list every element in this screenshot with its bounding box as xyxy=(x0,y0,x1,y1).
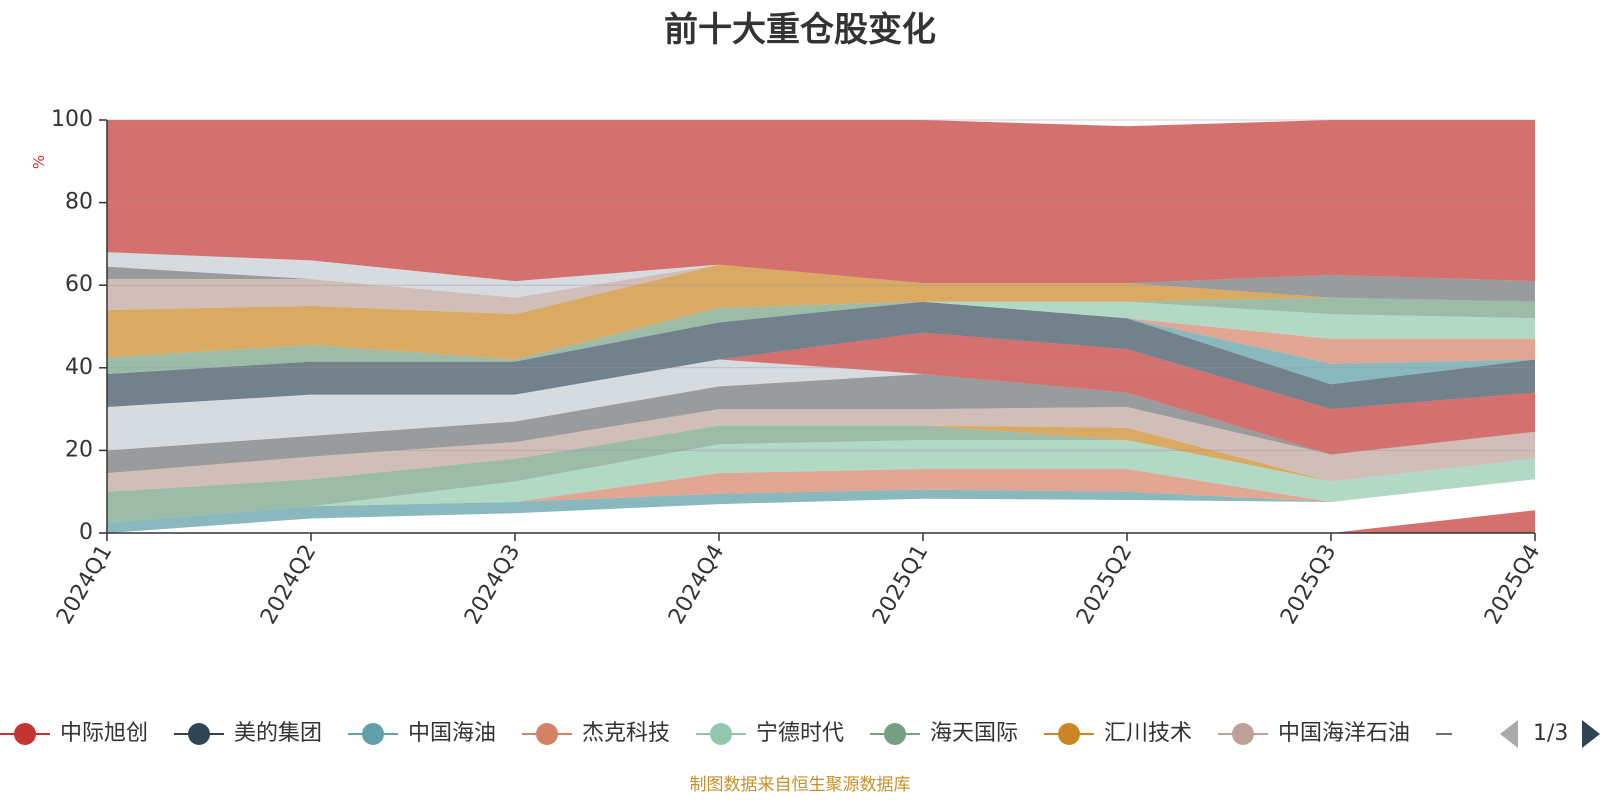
area-band-16: 中国海洋石油 xyxy=(107,264,1535,315)
y-tick-label: 80 xyxy=(65,190,93,215)
legend-label: 美的集团 xyxy=(234,721,322,746)
area-band-10: 美的集团 xyxy=(107,301,1535,410)
triangle-right-icon[interactable] xyxy=(1582,720,1600,748)
x-tick-label: 2024Q2 xyxy=(256,541,321,629)
legend-item[interactable]: 宁德时代 xyxy=(696,721,844,746)
area-band-1: 中国海油 xyxy=(107,479,1535,533)
y-tick-label: 100 xyxy=(51,107,93,132)
legend-label: 杰克科技 xyxy=(582,721,670,746)
legend-item[interactable]: 汇川技术 xyxy=(1044,721,1192,746)
x-tick-label: 2024Q3 xyxy=(460,541,525,629)
legend: 中际旭创 美的集团 中国海油 杰克科技 宁德时代 海天国际 汇川技术 中国海洋石油 1/3 xyxy=(0,720,1600,748)
legend-item[interactable]: 中国海洋石油 xyxy=(1218,721,1410,746)
area-band-6: 中国海洋石油 xyxy=(107,407,1535,492)
legend-label: 中国海油 xyxy=(408,721,496,746)
area-band-19: 中际旭创 xyxy=(107,120,1535,284)
areas-layer: 美的集团中国海油杰克科技宁德时代海天国际汇川技术中国海洋石油紫金矿业腾讯控股中际… xyxy=(107,120,1535,533)
area-band-7: 紫金矿业 xyxy=(107,374,1535,474)
legend-label: 中国海洋石油 xyxy=(1278,721,1410,746)
chart-title: 前十大重仓股变化 xyxy=(664,10,936,50)
area-band-17: 紫金矿业 xyxy=(107,264,1535,302)
gridlines xyxy=(107,119,1535,451)
legend-pager: 1/3 xyxy=(1500,720,1600,748)
legend-marker xyxy=(536,723,558,745)
area-band-11: 中国海油 xyxy=(107,301,1535,385)
area-band-13: 宁德时代 xyxy=(107,301,1535,374)
area-band-20: 中际旭创 xyxy=(107,510,1535,533)
legend-marker xyxy=(710,723,732,745)
legend-marker xyxy=(1058,723,1080,745)
x-tick-label: 2025Q4 xyxy=(1480,541,1545,629)
area-band-14: 海天国际 xyxy=(107,297,1535,374)
legend-marker xyxy=(1232,723,1254,745)
axes xyxy=(99,119,1536,541)
legend-marker xyxy=(14,723,36,745)
x-tick-label: 2024Q4 xyxy=(664,541,729,629)
legend-label: 中际旭创 xyxy=(60,721,148,746)
x-tick-label: 2024Q1 xyxy=(52,541,117,629)
area-band-8: 腾讯控股 xyxy=(107,359,1535,455)
x-tick-label: 2025Q1 xyxy=(868,541,933,629)
legend-item[interactable]: 海天国际 xyxy=(870,721,1018,746)
legend-marker xyxy=(362,723,384,745)
y-tick-label: 40 xyxy=(65,355,93,380)
source-note: 制图数据来自恒生聚源数据库 xyxy=(690,775,911,795)
area-band-18: 腾讯控股 xyxy=(107,252,1535,298)
legend-label: 海天国际 xyxy=(930,721,1018,746)
y-tick-label: 60 xyxy=(65,272,93,297)
legend-marker xyxy=(884,723,906,745)
y-axis-unit-label: % xyxy=(30,155,48,169)
legend-item[interactable]: 中国海油 xyxy=(348,721,496,746)
area-band-5: 汇川技术 xyxy=(107,425,1535,492)
legend-item[interactable]: 杰克科技 xyxy=(522,721,670,746)
area-band-2: 杰克科技 xyxy=(107,469,1535,523)
area-band-4: 海天国际 xyxy=(107,425,1535,523)
area-band-15: 汇川技术 xyxy=(107,264,1535,360)
legend-page-indicator: 1/3 xyxy=(1533,721,1568,746)
triangle-left-icon[interactable] xyxy=(1500,720,1518,748)
y-tick-label: 0 xyxy=(79,520,93,545)
y-tick-label: 20 xyxy=(65,437,93,462)
legend-item[interactable]: 中际旭创 xyxy=(0,721,148,746)
area-band-3: 宁德时代 xyxy=(107,440,1535,523)
area-band-12: 杰克科技 xyxy=(107,301,1535,374)
legend-label: 宁德时代 xyxy=(756,721,844,746)
area-band-9: 中际旭创 xyxy=(107,332,1535,455)
legend-marker xyxy=(188,723,210,745)
x-tick-label: 2025Q2 xyxy=(1072,541,1137,629)
x-tick-label: 2025Q3 xyxy=(1276,541,1341,629)
legend-item[interactable]: 美的集团 xyxy=(174,721,322,746)
legend-label: 汇川技术 xyxy=(1104,721,1192,746)
